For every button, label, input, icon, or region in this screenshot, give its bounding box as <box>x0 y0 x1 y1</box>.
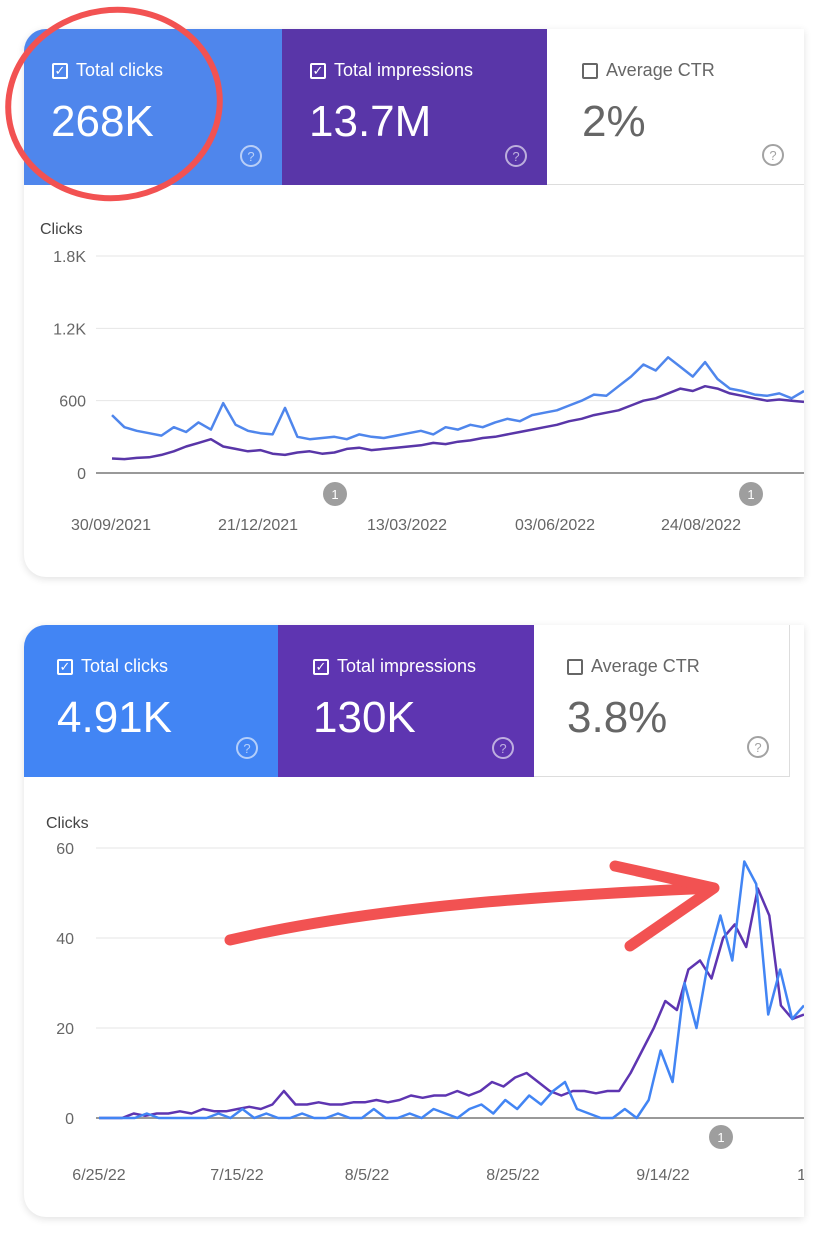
y-tick-label: 20 <box>56 1021 74 1038</box>
metric-total-clicks[interactable]: ✓ Total clicks 4.91K ? <box>24 625 278 777</box>
series-line <box>99 887 804 1120</box>
annotation-marker <box>739 482 763 506</box>
checkbox-unchecked-icon[interactable] <box>567 658 583 675</box>
question-circle-icon[interactable]: ? <box>762 144 784 166</box>
x-tick-label: 10 <box>797 1167 804 1184</box>
series-line <box>99 860 804 1120</box>
metric-value: 4.91K <box>57 693 172 742</box>
annotation-marker <box>323 482 347 506</box>
metric-label: Total clicks <box>81 656 169 676</box>
question-circle-icon[interactable]: ? <box>236 737 258 759</box>
performance-panel-1: ✓ Total clicks 268K ? ✓ Total impressions … <box>24 29 804 577</box>
metric-tiles: ✓ Total clicks 4.91K ? ✓ Total impressions… <box>24 625 804 777</box>
x-tick-label: 9/14/22 <box>636 1167 689 1184</box>
x-tick-label: 24/08/2022 <box>661 517 741 534</box>
metric-value: 3.8% <box>567 693 668 742</box>
y-tick-label: 40 <box>56 931 74 948</box>
y-tick-label: 60 <box>56 841 74 858</box>
x-tick-label: 6/25/22 <box>72 1167 125 1184</box>
metric-total-impressions[interactable]: ✓ Total impressions 130K ? <box>278 625 534 777</box>
metric-label: Total impressions <box>334 60 474 80</box>
y-tick-label: 1.8K <box>53 249 86 266</box>
series-line <box>111 356 804 441</box>
question-circle-icon[interactable]: ? <box>240 145 262 167</box>
question-circle-icon[interactable]: ? <box>747 736 769 758</box>
question-circle-icon[interactable]: ? <box>505 145 527 167</box>
y-tick-label: 0 <box>77 466 86 483</box>
x-tick-label: 13/03/2022 <box>367 517 447 534</box>
metric-value: 130K <box>313 693 416 742</box>
annotation-marker-label: 1 <box>747 487 754 502</box>
x-tick-label: 7/15/22 <box>210 1167 263 1184</box>
x-tick-label: 30/09/2021 <box>71 517 151 534</box>
annotation-marker-label: 1 <box>717 1130 724 1145</box>
annotation-marker <box>709 1125 733 1149</box>
x-tick-label: 21/12/2021 <box>218 517 298 534</box>
annotation-marker-label: 1 <box>331 487 338 502</box>
metric-label: Average CTR <box>606 60 715 80</box>
metric-label: Average CTR <box>591 656 700 676</box>
clicks-chart-1: 0 600 1.2K 1.8K 30/09/2021 21/12/2021 13/03/20… <box>53 249 804 534</box>
checkbox-checked-icon[interactable]: ✓ <box>57 658 73 675</box>
checkbox-checked-icon[interactable]: ✓ <box>310 62 326 79</box>
series-line <box>111 384 804 461</box>
x-tick-label: 03/06/2022 <box>515 517 595 534</box>
checkbox-unchecked-icon[interactable] <box>582 62 598 79</box>
x-tick-label: 8/25/22 <box>486 1167 539 1184</box>
metric-total-impressions[interactable]: ✓ Total impressions 13.7M ? <box>282 29 547 185</box>
clicks-chart-2: 0 20 40 60 6/25/22 7/15/22 8/5/22 8/25/22 9/14/2… <box>56 841 804 1184</box>
performance-panel-2: ✓ Total clicks 4.91K ? ✓ Total impressions… <box>24 625 804 1217</box>
question-circle-icon[interactable]: ? <box>492 737 514 759</box>
metric-value: 13.7M <box>309 97 432 146</box>
y-axis-label: Clicks <box>46 815 89 832</box>
checkbox-checked-icon[interactable]: ✓ <box>313 658 329 675</box>
metric-value: 2% <box>582 97 646 146</box>
x-tick-label: 8/5/22 <box>345 1167 390 1184</box>
y-tick-label: 1.2K <box>53 321 86 338</box>
metric-label: Total impressions <box>337 656 477 676</box>
y-tick-label: 600 <box>59 394 86 411</box>
metric-average-ctr[interactable]: Average CTR 3.8% ? <box>534 625 790 777</box>
metric-average-ctr[interactable]: Average CTR 2% ? <box>547 29 804 185</box>
y-axis-label: Clicks <box>40 221 83 238</box>
y-tick-label: 0 <box>65 1111 74 1128</box>
